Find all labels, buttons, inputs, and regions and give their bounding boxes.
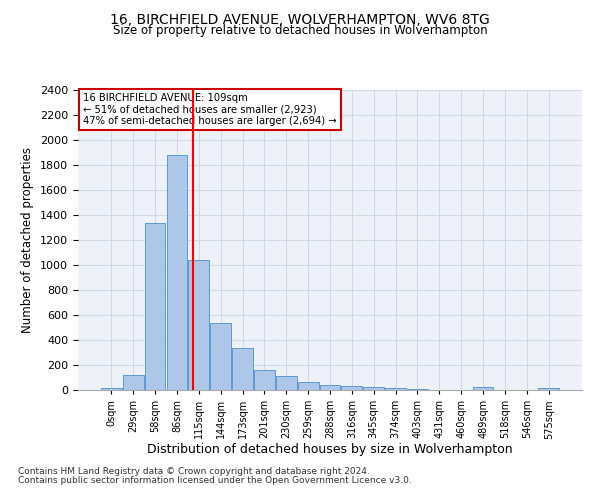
Bar	[123, 375, 143, 390]
Text: Contains HM Land Registry data © Crown copyright and database right 2024.: Contains HM Land Registry data © Crown c…	[18, 467, 370, 476]
Bar	[145, 222, 166, 390]
Y-axis label: Number of detached properties: Number of detached properties	[22, 147, 34, 333]
Text: Distribution of detached houses by size in Wolverhampton: Distribution of detached houses by size …	[147, 442, 513, 456]
Bar	[364, 387, 384, 390]
Bar	[385, 388, 406, 390]
Text: 16, BIRCHFIELD AVENUE, WOLVERHAMPTON, WV6 8TG: 16, BIRCHFIELD AVENUE, WOLVERHAMPTON, WV…	[110, 12, 490, 26]
Bar	[232, 348, 253, 390]
Bar	[101, 388, 122, 390]
Bar	[210, 322, 231, 390]
Bar	[276, 376, 296, 390]
Bar	[320, 385, 340, 390]
Bar	[341, 386, 362, 390]
Text: Contains public sector information licensed under the Open Government Licence v3: Contains public sector information licen…	[18, 476, 412, 485]
Bar	[538, 388, 559, 390]
Bar	[188, 260, 209, 390]
Bar	[167, 155, 187, 390]
Text: 16 BIRCHFIELD AVENUE: 109sqm
← 51% of detached houses are smaller (2,923)
47% of: 16 BIRCHFIELD AVENUE: 109sqm ← 51% of de…	[83, 93, 337, 126]
Bar	[473, 387, 493, 390]
Text: Size of property relative to detached houses in Wolverhampton: Size of property relative to detached ho…	[113, 24, 487, 37]
Bar	[298, 382, 319, 390]
Bar	[254, 370, 275, 390]
